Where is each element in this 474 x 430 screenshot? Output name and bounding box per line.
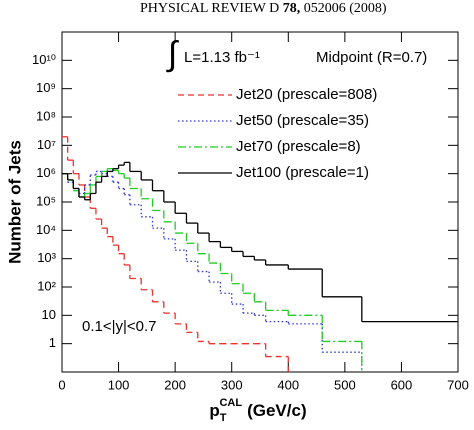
x-label-symbol: p bbox=[209, 401, 219, 420]
legend-label: Jet100 (prescale=1) bbox=[236, 164, 369, 181]
x-label-sup: CAL bbox=[219, 397, 242, 409]
y-tick-label: 10⁹ bbox=[36, 80, 56, 95]
y-tick-label: 10³ bbox=[37, 250, 56, 265]
y-tick-label: 10⁷ bbox=[37, 137, 56, 152]
legend-label: Jet50 (prescale=35) bbox=[236, 112, 369, 129]
x-tick-label: 600 bbox=[391, 377, 413, 392]
y-tick-label: 10² bbox=[37, 278, 56, 293]
rapidity-range: 0.1<|y|<0.7 bbox=[82, 318, 157, 335]
y-tick-label: 10⁴ bbox=[36, 222, 56, 237]
algorithm: Midpoint (R=0.7) bbox=[316, 49, 427, 66]
x-tick-label: 100 bbox=[108, 377, 130, 392]
x-label-sub: T bbox=[220, 412, 227, 424]
pages: 052006 (2008) bbox=[304, 1, 387, 16]
x-tick-label: 200 bbox=[164, 377, 186, 392]
x-tick-label: 400 bbox=[277, 377, 299, 392]
volume: 78, bbox=[283, 1, 301, 16]
legend-label: Jet20 (prescale=808) bbox=[236, 86, 377, 103]
y-tick-label: 10⁶ bbox=[36, 165, 56, 180]
x-tick-label: 700 bbox=[447, 377, 469, 392]
y-tick-label: 10 bbox=[42, 307, 56, 322]
y-axis-label: Number of Jets bbox=[5, 140, 24, 264]
x-tick-label: 0 bbox=[58, 377, 65, 392]
y-tick-label: 10⁵ bbox=[36, 193, 56, 208]
x-axis-label: pT CAL (GeV/c) bbox=[209, 397, 306, 424]
y-tick-label: 10¹⁰ bbox=[32, 52, 56, 67]
header: PHYSICAL REVIEW D 78, 052006 (2008) bbox=[140, 1, 387, 16]
y-tick-label: 1 bbox=[49, 335, 56, 350]
x-tick-label: 500 bbox=[334, 377, 356, 392]
legend-label: Jet70 (prescale=8) bbox=[236, 138, 361, 155]
x-label-unit: (GeV/c) bbox=[247, 401, 307, 420]
luminosity: L=1.13 fb⁻¹ bbox=[184, 49, 260, 66]
integral-symbol: ∫ bbox=[166, 35, 179, 73]
journal: PHYSICAL REVIEW D bbox=[140, 1, 279, 16]
y-tick-label: 10⁸ bbox=[36, 108, 56, 123]
x-tick-label: 300 bbox=[221, 377, 243, 392]
